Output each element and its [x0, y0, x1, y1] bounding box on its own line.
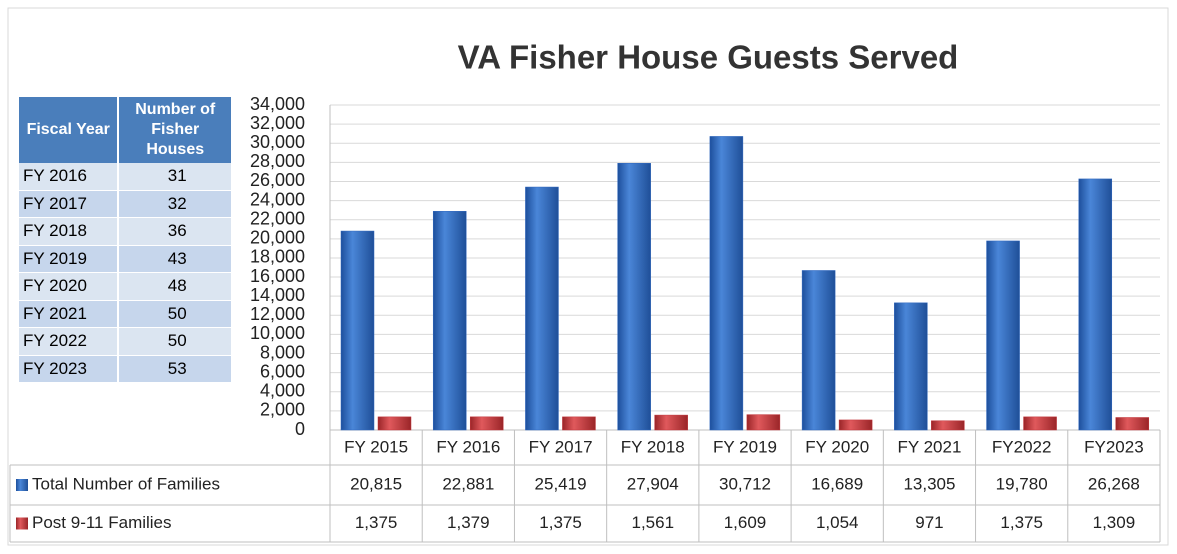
y-tick-label: 4,000 — [260, 381, 305, 401]
table-row: FY 2021 50 — [19, 300, 231, 328]
y-tick-label: 8,000 — [260, 342, 305, 362]
bar — [709, 136, 744, 431]
y-tick-label: 16,000 — [250, 266, 305, 286]
data-label: 1,309 — [1093, 513, 1136, 532]
table-cell: FY 2018 — [19, 218, 118, 246]
data-label: 22,881 — [442, 474, 494, 493]
bar — [801, 270, 836, 431]
bar — [746, 414, 781, 431]
bar — [562, 416, 596, 431]
x-tick-label: FY 2015 — [344, 437, 408, 456]
bar — [1078, 178, 1113, 431]
bar — [377, 416, 412, 431]
table-cell: FY 2020 — [19, 273, 118, 301]
data-label: 1,054 — [816, 513, 859, 532]
y-tick-label: 28,000 — [250, 151, 305, 171]
table-row: FY 2022 50 — [19, 328, 231, 356]
legend-swatch — [16, 517, 28, 530]
table-cell: FY 2021 — [19, 300, 118, 328]
data-label: 13,305 — [903, 474, 955, 493]
y-tick-label: 14,000 — [250, 285, 305, 305]
data-label: 30,712 — [719, 474, 771, 493]
y-tick-label: 22,000 — [250, 208, 305, 228]
bar — [1023, 416, 1057, 431]
table-cell: FY 2016 — [19, 163, 118, 191]
table-row: FY 2020 48 — [19, 273, 231, 301]
x-tick-label: FY 2020 — [805, 437, 869, 456]
bar — [838, 419, 873, 431]
frame — [7, 7, 1169, 546]
table-row: FY 2023 53 — [19, 355, 231, 383]
table-row: FY 2019 43 — [19, 245, 231, 273]
bar — [340, 230, 375, 431]
x-tick-label: FY 2018 — [621, 437, 685, 456]
x-tick-label: FY 2016 — [436, 437, 500, 456]
data-label: 1,375 — [539, 513, 582, 532]
y-tick-label: 2,000 — [260, 400, 305, 420]
table-cell: 50 — [119, 300, 231, 328]
data-label: 19,780 — [996, 474, 1048, 493]
data-label: 26,268 — [1088, 474, 1140, 493]
bar — [469, 416, 504, 431]
y-tick-label: 12,000 — [250, 304, 305, 324]
bar — [931, 420, 965, 431]
x-tick-label: FY2022 — [992, 437, 1052, 456]
y-tick-label: 20,000 — [250, 228, 305, 248]
y-tick-label: 26,000 — [250, 170, 305, 190]
table-cell: 48 — [119, 273, 231, 301]
data-label: 971 — [915, 513, 943, 532]
data-label: 1,379 — [447, 513, 490, 532]
table-cell: 31 — [119, 163, 231, 191]
data-label: 1,375 — [1000, 513, 1043, 532]
table-cell: FY 2019 — [19, 245, 118, 273]
data-label: 27,904 — [627, 474, 679, 493]
bar — [1115, 417, 1150, 431]
y-tick-label: 24,000 — [250, 189, 305, 209]
table-cell: 36 — [119, 218, 231, 246]
y-tick-label: 32,000 — [250, 113, 305, 133]
y-tick-label: 10,000 — [250, 323, 305, 343]
y-tick-label: 34,000 — [250, 94, 305, 114]
bar — [617, 163, 651, 431]
data-label: 1,375 — [355, 513, 398, 532]
table-cell: 50 — [119, 328, 231, 356]
table-cell: FY 2023 — [19, 355, 118, 383]
table-cell: 32 — [119, 190, 231, 218]
x-tick-label: FY2023 — [1084, 437, 1144, 456]
data-label: 16,689 — [811, 474, 863, 493]
table-row: FY 2017 32 — [19, 190, 231, 218]
y-tick-label: 18,000 — [250, 247, 305, 267]
bar — [525, 186, 559, 431]
side-table: Fiscal Year Number of Fisher Houses FY 20… — [17, 97, 233, 383]
legend-swatch — [16, 479, 28, 491]
bar — [894, 302, 928, 431]
y-tick-label: 30,000 — [250, 132, 305, 152]
data-label: 1,561 — [632, 513, 675, 532]
table-row: FY 2018 36 — [19, 218, 231, 246]
table-header: Number of Fisher Houses — [119, 97, 231, 163]
y-tick-label: 0 — [295, 419, 305, 439]
data-label: 1,609 — [724, 513, 767, 532]
y-tick-label: 6,000 — [260, 361, 305, 381]
data-label: 20,815 — [350, 474, 402, 493]
data-label: 25,419 — [535, 474, 587, 493]
bar — [432, 211, 467, 431]
table-cell: 43 — [119, 245, 231, 273]
legend-label: Post 9-11 Families — [32, 513, 172, 532]
legend-label: Total Number of Families — [32, 474, 220, 493]
x-tick-label: FY 2017 — [529, 437, 593, 456]
x-tick-label: FY 2021 — [897, 437, 961, 456]
x-tick-label: FY 2019 — [713, 437, 777, 456]
bar — [654, 414, 688, 431]
chart-title: VA Fisher House Guests Served — [458, 39, 959, 76]
table-cell: FY 2017 — [19, 190, 118, 218]
table-row: FY 2016 31 — [19, 163, 231, 191]
table-cell: 53 — [119, 355, 231, 383]
table-header: Fiscal Year — [19, 97, 118, 163]
bar — [986, 240, 1020, 431]
table-cell: FY 2022 — [19, 328, 118, 356]
